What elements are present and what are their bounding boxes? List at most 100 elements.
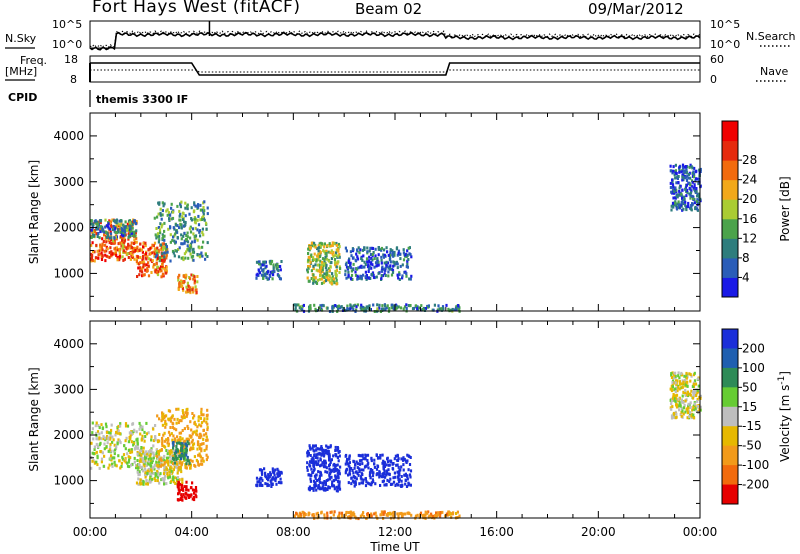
velocity-cell (348, 472, 352, 476)
power-cell (160, 275, 163, 279)
power-cell (360, 303, 363, 307)
power-cell (97, 232, 100, 235)
power-cell (193, 203, 196, 207)
power-colorbar-band (722, 277, 738, 298)
power-cell (159, 222, 162, 226)
power-cell (688, 165, 691, 169)
cpid-program: themis 3300 IF (96, 93, 189, 106)
velocity-cell (100, 457, 104, 461)
power-colorbar-label: 16 (742, 212, 757, 226)
velocity-cell (163, 439, 166, 443)
power-colorbar-label: 4 (742, 270, 750, 284)
velocity-cell (144, 473, 147, 476)
power-cell (177, 275, 180, 279)
power-cell (143, 262, 146, 266)
velocity-cell (141, 467, 144, 471)
power-cell (271, 271, 274, 275)
velocity-cell (206, 438, 209, 442)
velocity-cell (161, 477, 164, 481)
velocity-cell (156, 454, 159, 458)
velocity-cell (145, 479, 148, 483)
velocity-cell (315, 448, 318, 452)
velocity-cell (358, 462, 362, 466)
power-cell (194, 204, 197, 208)
velocity-cell (91, 427, 94, 431)
velocity-cell (181, 481, 184, 485)
power-cell (385, 263, 388, 267)
velocity-colorbar-band (722, 465, 738, 486)
velocity-cell (339, 465, 342, 469)
velocity-cell (673, 381, 676, 385)
velocity-cell (196, 440, 200, 444)
power-cell (147, 248, 150, 252)
power-cell (184, 273, 188, 277)
power-colorbar-band (722, 257, 738, 278)
power-cell (178, 273, 181, 277)
power-colorbar-band (722, 160, 738, 181)
power-cell (682, 169, 685, 173)
velocity-cell (309, 454, 312, 457)
power-cell (154, 270, 157, 274)
power-cell (165, 271, 168, 275)
velocity-cell (360, 458, 363, 462)
power-cell (351, 268, 355, 272)
velocity-cell (140, 449, 143, 453)
power-cell (204, 257, 207, 261)
velocity-cell (447, 510, 450, 514)
power-cell (160, 258, 163, 262)
velocity-cell (357, 473, 360, 477)
power-cell (165, 209, 168, 213)
velocity-cell (115, 464, 118, 468)
velocity-cell (130, 448, 133, 452)
power-cell (424, 307, 428, 310)
velocity-cell (381, 461, 384, 465)
power-cell (312, 273, 315, 277)
power-cell (380, 269, 383, 273)
power-cell (313, 303, 316, 307)
power-cell (135, 260, 138, 264)
power-cell (173, 239, 176, 243)
power-cell (356, 277, 359, 281)
power-cell (695, 187, 698, 190)
power-cell (677, 203, 680, 207)
power-cell (685, 194, 688, 198)
power-cell (373, 265, 376, 269)
velocity-cell (393, 471, 396, 475)
power-colorbar-title: Power [dB] (778, 176, 792, 241)
power-cell (157, 265, 160, 269)
velocity-cell (698, 395, 701, 399)
velocity-cell (312, 448, 315, 452)
power-cell (350, 254, 353, 258)
power-cell (334, 269, 337, 273)
velocity-cell (410, 513, 413, 517)
velocity-cell (167, 444, 170, 448)
power-cell (318, 263, 321, 267)
power-cell (157, 201, 160, 205)
power-cell (110, 238, 113, 242)
power-cell (370, 266, 373, 270)
velocity-cell (168, 470, 171, 474)
velocity-cell (331, 484, 334, 488)
power-cell (102, 240, 105, 243)
velocity-cell (449, 512, 452, 516)
velocity-colorbar-label: -100 (742, 458, 769, 472)
power-cell (673, 188, 676, 192)
velocity-cell (180, 454, 183, 458)
velocity-cell (138, 459, 141, 463)
velocity-cell (370, 512, 373, 516)
velocity-cell (186, 424, 189, 428)
velocity-cell (333, 487, 336, 491)
velocity-cell (400, 511, 403, 515)
velocity-cell (95, 460, 98, 464)
velocity-cell (111, 435, 114, 439)
velocity-cell (330, 510, 333, 514)
power-cell (693, 166, 696, 170)
velocity-cell (356, 466, 359, 470)
power-cell (335, 269, 338, 272)
velocity-cell (380, 513, 383, 517)
station-title: Fort Hays West (fitACF) (92, 0, 301, 17)
velocity-cell (699, 408, 702, 412)
power-cell (692, 186, 695, 190)
power-cell (685, 167, 688, 171)
velocity-cell (312, 468, 315, 472)
